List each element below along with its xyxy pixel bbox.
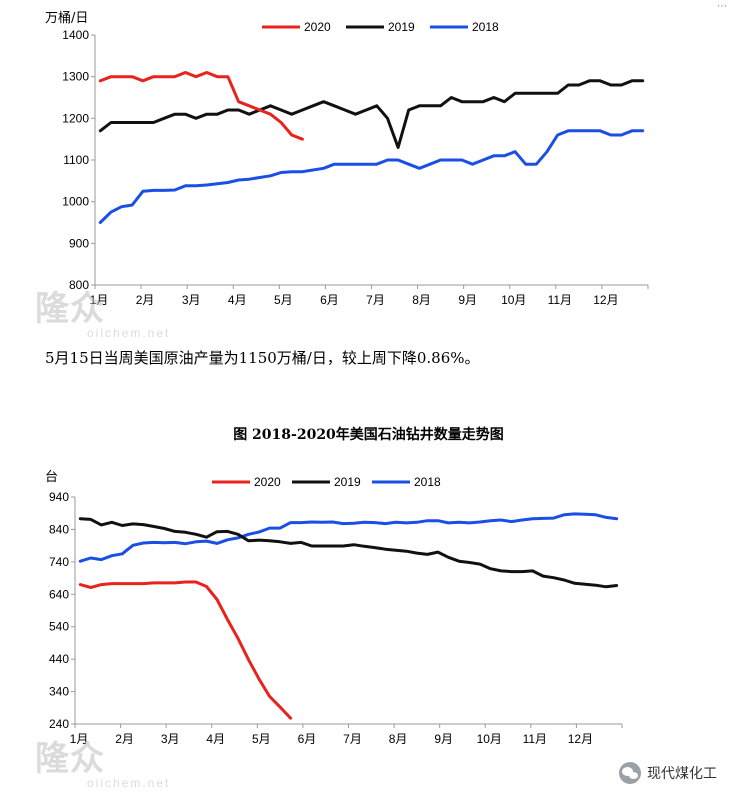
y-unit-label: 万桶/日 bbox=[45, 11, 88, 26]
watermark-text: oilchem.net bbox=[87, 326, 171, 340]
series-line-2020 bbox=[98, 71, 304, 141]
y-tick-label: 1000 bbox=[62, 195, 89, 209]
x-tick-label: 5月 bbox=[252, 732, 271, 746]
series-line-2019 bbox=[78, 517, 619, 589]
legend-label-2019: 2019 bbox=[334, 475, 361, 489]
x-tick-label: 7月 bbox=[343, 732, 362, 746]
rig-count-figure-title: 图 2018-2020年美国石油钻井数量走势图 bbox=[233, 427, 504, 443]
x-tick-label: 9月 bbox=[434, 732, 453, 746]
y-tick-label: 440 bbox=[49, 652, 69, 666]
x-tick-label: 4月 bbox=[206, 732, 225, 746]
watermark-logo-text: 隆众 bbox=[35, 289, 105, 329]
legend-label-2018: 2018 bbox=[414, 475, 441, 489]
y-tick-label: 1100 bbox=[63, 153, 89, 167]
legend-label-2018: 2018 bbox=[472, 20, 499, 34]
y-tick-label: 640 bbox=[49, 587, 69, 601]
rig-count-chart: 台 240 340 440 540 640 740 840 940 1月 2月 3月 4月 5月 6月 7月 8… bbox=[0, 460, 737, 807]
x-tick-label: 1月 bbox=[70, 732, 89, 746]
x-tick-label: 7月 bbox=[366, 293, 385, 307]
x-tick-label: 3月 bbox=[182, 293, 201, 307]
y-tick-label: 740 bbox=[49, 555, 69, 569]
account-name: 现代煤化工 bbox=[647, 766, 717, 782]
y-tick-label: 800 bbox=[69, 278, 89, 292]
x-tick-label: 1月 bbox=[90, 293, 109, 307]
series-line-2019 bbox=[98, 79, 645, 149]
y-unit-label: 台 bbox=[45, 470, 58, 485]
account-credit: 现代煤化工 bbox=[619, 762, 717, 784]
y-tick-label: 1400 bbox=[62, 28, 89, 42]
series-line-2018 bbox=[98, 129, 645, 224]
x-tick-label: 4月 bbox=[228, 293, 247, 307]
watermark-text: oilchem.net bbox=[87, 776, 171, 790]
y-tick-label: 540 bbox=[49, 620, 69, 634]
x-tick-label: 9月 bbox=[458, 293, 477, 307]
x-tick-label: 12月 bbox=[593, 293, 618, 307]
y-tick-label: 900 bbox=[69, 236, 89, 250]
x-tick-label: 6月 bbox=[320, 293, 339, 307]
rig-count-chart-svg: 台 240 340 440 540 640 740 840 940 1月 2月 3月 4月 5月 6月 7月 8… bbox=[45, 470, 623, 746]
x-tick-label: 8月 bbox=[412, 293, 431, 307]
y-tick-label: 340 bbox=[49, 685, 69, 699]
x-tick-label: 12月 bbox=[568, 732, 593, 746]
legend-label-2020: 2020 bbox=[254, 475, 281, 489]
x-tick-label: 10月 bbox=[477, 732, 502, 746]
legend-label-2020: 2020 bbox=[304, 20, 331, 34]
x-tick-label: 2月 bbox=[136, 293, 155, 307]
watermark-logo-text: 隆众 bbox=[35, 739, 105, 779]
watermark-logo: 隆众 oilchem.net bbox=[35, 742, 170, 790]
series-line-2018 bbox=[78, 512, 619, 563]
y-tick-label: 1200 bbox=[62, 111, 89, 125]
y-tick-label: 940 bbox=[49, 490, 69, 504]
watermark-logo: 隆众 oilchem.net bbox=[35, 292, 170, 340]
ellipsis-icon[interactable]: ⋯ bbox=[717, 1, 727, 12]
x-tick-label: 8月 bbox=[389, 732, 408, 746]
y-tick-label: 840 bbox=[49, 522, 69, 536]
x-tick-label: 5月 bbox=[274, 293, 293, 307]
x-tick-label: 10月 bbox=[501, 293, 526, 307]
oil-output-chart: 万桶/日 800 900 1000 1100 1200 1300 1400 1月 2月 3月 4月 5月… bbox=[0, 0, 737, 330]
wechat-icon bbox=[619, 762, 641, 784]
x-tick-label: 2月 bbox=[115, 732, 134, 746]
x-tick-label: 3月 bbox=[161, 732, 180, 746]
series-line-2020 bbox=[78, 580, 293, 720]
x-tick-label: 6月 bbox=[298, 732, 317, 746]
production-caption: 5月15日当周美国原油产量为1150万桶/日，较上周下降0.86%。 bbox=[45, 349, 480, 367]
x-tick-label: 11月 bbox=[548, 293, 572, 307]
x-tick-label: 11月 bbox=[523, 732, 547, 746]
oil-output-chart-svg: 万桶/日 800 900 1000 1100 1200 1300 1400 1月 2月 3月 4月 5月… bbox=[45, 11, 649, 307]
y-tick-label: 240 bbox=[49, 717, 69, 731]
legend-label-2019: 2019 bbox=[388, 20, 415, 34]
y-tick-label: 1300 bbox=[62, 70, 89, 84]
